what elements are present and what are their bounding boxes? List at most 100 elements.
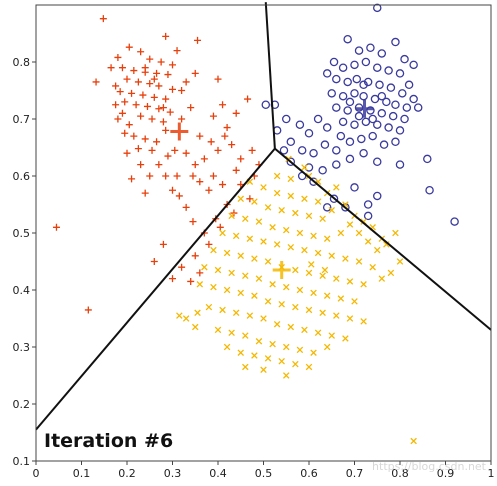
yellow-point-20 bbox=[242, 215, 249, 223]
y-tick-label-0: 0.1 bbox=[13, 455, 31, 468]
blue-point-10 bbox=[350, 60, 359, 70]
red-point-26 bbox=[121, 98, 129, 106]
red-point-22 bbox=[128, 89, 136, 97]
red-point-50 bbox=[214, 146, 222, 154]
blue-point-50 bbox=[295, 120, 305, 129]
red-point-101 bbox=[173, 172, 181, 180]
blue-point-81 bbox=[450, 217, 459, 226]
yellow-point-93 bbox=[342, 335, 349, 342]
yellow-point-2 bbox=[273, 172, 281, 180]
yellow-point-88 bbox=[273, 320, 281, 328]
blue-point-67 bbox=[318, 166, 327, 175]
yellow-point-42 bbox=[328, 252, 336, 260]
yellow-point-10 bbox=[314, 198, 322, 205]
blue-point-24 bbox=[409, 94, 418, 104]
yellow-point-62 bbox=[255, 275, 263, 282]
blue-point-53 bbox=[261, 100, 271, 110]
x-tick-label-10: 1 bbox=[488, 467, 495, 480]
yellow-point-41 bbox=[314, 249, 322, 257]
red-point-35 bbox=[114, 115, 122, 123]
yellow-point-24 bbox=[296, 229, 304, 237]
blue-point-18 bbox=[343, 77, 352, 87]
blue-point-37 bbox=[377, 109, 387, 118]
yellow-point-109 bbox=[305, 363, 313, 371]
blue-point-73 bbox=[423, 154, 432, 164]
yellow-point-45 bbox=[369, 263, 376, 271]
yellow-point-49 bbox=[251, 255, 258, 262]
yellow-point-46 bbox=[210, 246, 217, 254]
blue-point-5 bbox=[391, 37, 400, 47]
red-point-5 bbox=[173, 47, 181, 55]
yellow-point-113 bbox=[176, 312, 183, 319]
blue-point-41 bbox=[338, 117, 348, 127]
blue-point-56 bbox=[297, 146, 307, 155]
yellow-point-8 bbox=[287, 192, 295, 200]
red-point-82 bbox=[150, 258, 158, 265]
red-point-45 bbox=[164, 152, 172, 160]
red-point-52 bbox=[228, 141, 236, 149]
y-tick-label-7: 0.8 bbox=[13, 56, 31, 69]
red-point-89 bbox=[128, 175, 136, 183]
boundary-line-0 bbox=[264, 2, 276, 149]
red-point-4 bbox=[137, 48, 145, 56]
yellow-point-53 bbox=[305, 269, 313, 277]
yellow-point-29 bbox=[355, 229, 363, 237]
blue-point-3 bbox=[366, 43, 375, 53]
yellow-point-125 bbox=[396, 258, 404, 265]
red-point-6 bbox=[114, 53, 122, 61]
blue-point-57 bbox=[309, 148, 318, 158]
yellow-point-39 bbox=[287, 243, 295, 251]
red-point-40 bbox=[141, 135, 149, 143]
yellow-point-101 bbox=[310, 349, 317, 356]
x-tick-label-1: 0.1 bbox=[73, 467, 91, 480]
yellow-point-13 bbox=[264, 204, 272, 211]
blue-point-29 bbox=[370, 94, 380, 104]
blue-point-59 bbox=[332, 146, 341, 155]
red-point-103 bbox=[146, 172, 154, 180]
blue-point-61 bbox=[357, 134, 366, 144]
yellow-point-90 bbox=[301, 326, 308, 334]
red-point-42 bbox=[162, 126, 170, 134]
x-tick-label-7: 0.7 bbox=[346, 467, 364, 480]
red-point-69 bbox=[209, 112, 217, 120]
y-tick-label-1: 0.2 bbox=[13, 398, 31, 411]
red-point-43 bbox=[171, 146, 179, 154]
yellow-point-89 bbox=[287, 323, 295, 331]
y-tick-label-6: 0.7 bbox=[13, 113, 31, 126]
blue-point-86 bbox=[336, 131, 346, 141]
blue-point-51 bbox=[281, 114, 291, 124]
blue-point-12 bbox=[372, 63, 382, 72]
yellow-point-71 bbox=[210, 283, 217, 291]
red-point-78 bbox=[205, 240, 213, 248]
red-point-108 bbox=[150, 75, 158, 83]
blue-point-88 bbox=[359, 80, 368, 90]
red-point-38 bbox=[121, 129, 129, 137]
red-point-104 bbox=[137, 161, 145, 169]
yellow-point-77 bbox=[292, 303, 299, 311]
yellow-point-117 bbox=[333, 184, 340, 191]
blue-point-80 bbox=[363, 211, 373, 221]
yellow-point-129 bbox=[321, 266, 329, 274]
red-point-65 bbox=[182, 203, 190, 211]
blue-point-87 bbox=[368, 114, 377, 124]
yellow-point-23 bbox=[282, 226, 290, 234]
yellow-point-26 bbox=[323, 235, 331, 242]
yellow-point-98 bbox=[269, 340, 276, 348]
blue-point-55 bbox=[286, 137, 296, 147]
yellow-point-61 bbox=[242, 272, 249, 280]
yellow-point-65 bbox=[296, 286, 304, 294]
red-point-9 bbox=[169, 61, 176, 69]
red-point-87 bbox=[84, 306, 92, 314]
yellow-point-128 bbox=[410, 437, 417, 445]
blue-point-38 bbox=[388, 111, 398, 121]
red-point-100 bbox=[189, 172, 197, 180]
x-tick-label-2: 0.2 bbox=[118, 467, 136, 480]
red-point-88 bbox=[92, 78, 100, 86]
red-point-94 bbox=[107, 64, 115, 72]
red-point-24 bbox=[150, 93, 158, 101]
blue-point-64 bbox=[391, 137, 400, 147]
red-point-93 bbox=[112, 101, 120, 109]
red-point-32 bbox=[148, 115, 156, 123]
red-point-77 bbox=[216, 223, 224, 231]
blue-point-13 bbox=[384, 66, 393, 75]
